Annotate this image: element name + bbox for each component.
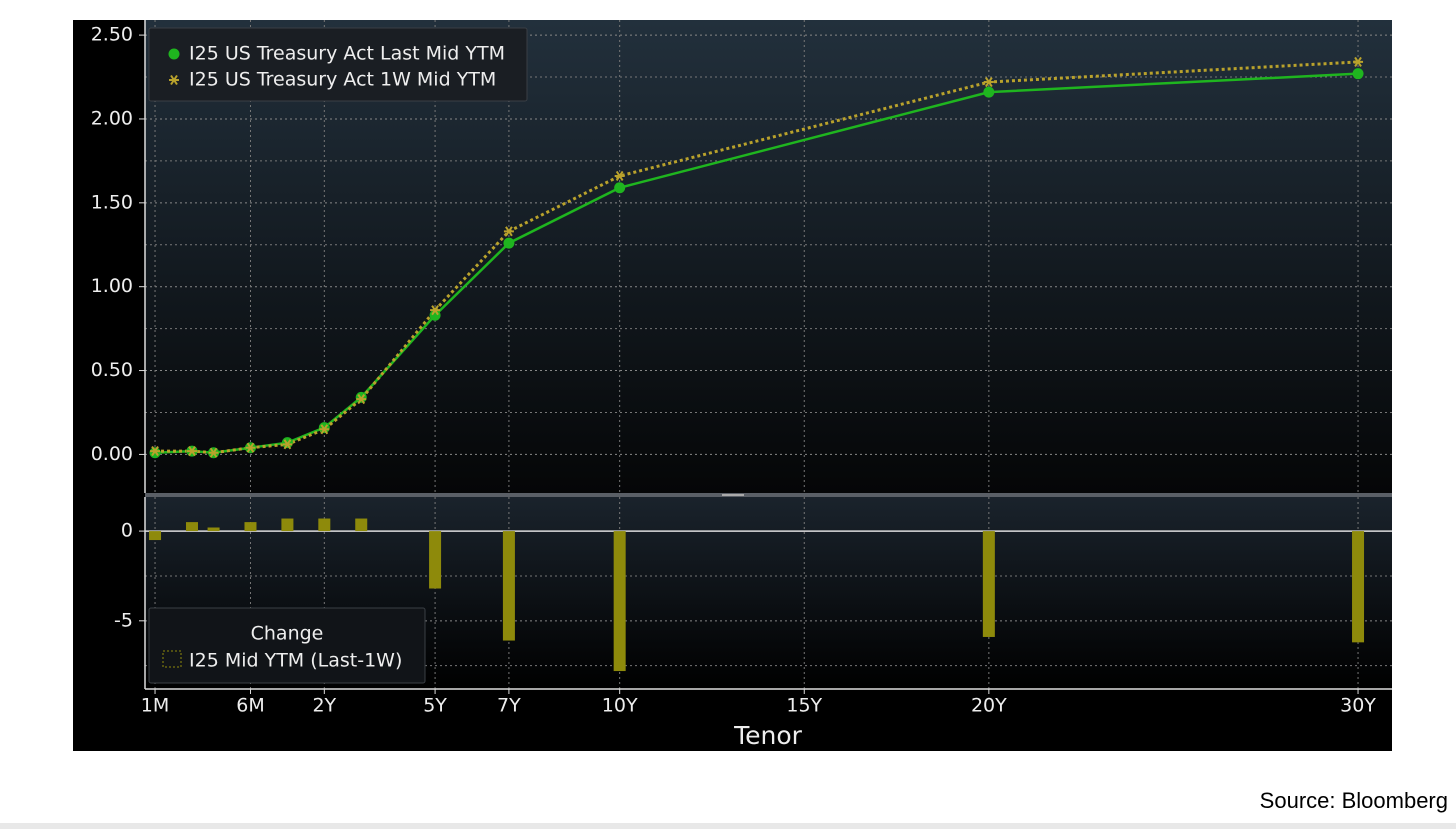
legend-marker <box>162 650 182 668</box>
x-tick-label: 5Y <box>423 695 447 717</box>
x-tick-label: 10Y <box>602 695 638 717</box>
footer-bar <box>0 823 1456 829</box>
point <box>208 447 219 458</box>
point <box>150 446 161 457</box>
legend-label: I25 US Treasury Act Last Mid YTM <box>189 43 505 65</box>
point <box>614 170 625 182</box>
x-tick-label: 1M <box>141 695 169 717</box>
y-tick-label: -5 <box>114 609 133 631</box>
x-tick-label: 15Y <box>786 695 822 717</box>
point <box>1353 56 1364 67</box>
bar <box>429 531 442 589</box>
point <box>983 77 994 88</box>
y-tick-label: 0 <box>121 520 133 542</box>
bar <box>982 531 995 637</box>
point <box>1352 68 1364 80</box>
point <box>356 394 367 405</box>
point <box>983 86 995 98</box>
legend-label: I25 Mid YTM (Last-1W) <box>189 650 402 672</box>
bar <box>318 518 331 532</box>
x-tick-label: 6M <box>236 695 264 717</box>
point <box>282 439 293 450</box>
bar <box>1352 531 1365 643</box>
y-tick-label: 1.00 <box>91 275 133 297</box>
point <box>186 446 197 457</box>
source: Source: Bloomberg <box>1260 788 1448 813</box>
point <box>503 237 515 249</box>
panel-separator <box>145 493 1392 497</box>
x-axis-label: Tenor <box>733 721 803 750</box>
bar <box>207 527 220 532</box>
legend-marker <box>168 48 180 60</box>
y-tick-label: 0.00 <box>91 443 133 465</box>
bar <box>149 531 162 541</box>
bar <box>244 522 257 532</box>
bar <box>355 518 368 532</box>
y-tick-label: 1.50 <box>91 191 133 213</box>
point <box>245 442 256 453</box>
legend-label: I25 US Treasury Act 1W Mid YTM <box>189 69 496 91</box>
point <box>429 309 441 321</box>
point <box>503 226 514 237</box>
point <box>430 305 441 316</box>
legend-title: Change <box>251 623 324 645</box>
y-tick-label: 0.50 <box>91 359 133 381</box>
legend-box <box>148 607 426 684</box>
y-tick-label: 2.00 <box>91 107 133 129</box>
x-tick-label: 30Y <box>1340 695 1376 717</box>
bar <box>502 531 515 641</box>
point <box>319 424 330 435</box>
x-tick-label: 20Y <box>971 695 1007 717</box>
bar <box>281 518 294 532</box>
bar <box>185 522 198 532</box>
y-tick-label: 2.50 <box>91 24 133 46</box>
x-tick-label: 2Y <box>312 695 336 717</box>
point <box>614 182 626 194</box>
x-tick-label: 7Y <box>497 695 521 717</box>
plot-layer: 0.00 0.50 1.00 1.50 2.00 2.50 I25 US Treasury … <box>91 20 1392 750</box>
legend-marker <box>169 74 179 86</box>
bar <box>613 531 626 672</box>
separator-handle <box>722 494 744 496</box>
legend-box <box>148 27 528 102</box>
